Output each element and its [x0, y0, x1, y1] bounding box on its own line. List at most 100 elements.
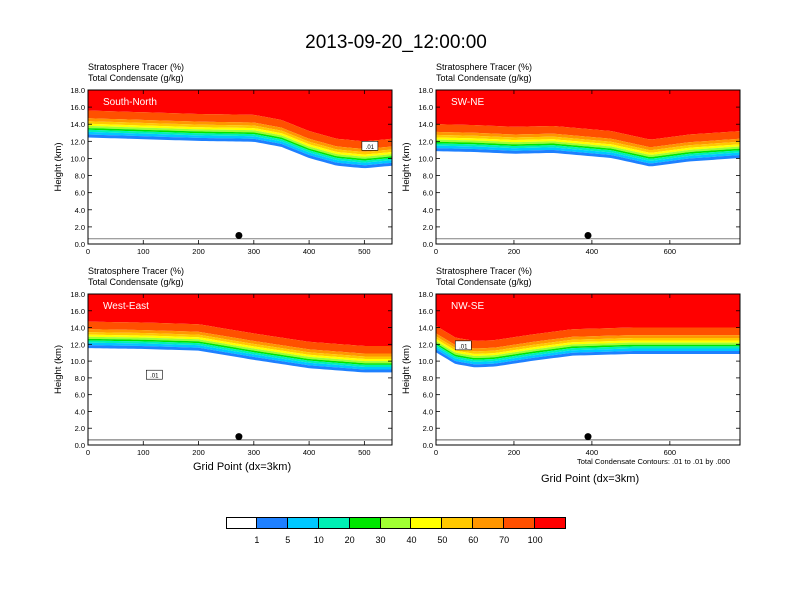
- y-tick-label: 16.0: [418, 307, 433, 316]
- colorbar-label: 10: [313, 535, 324, 545]
- condensate-label: Total Condensate (g/kg): [436, 277, 532, 287]
- contour-label: .01: [459, 344, 468, 350]
- plot-area: [436, 294, 740, 445]
- contour-note: Total Condensate Contours: .01 to .01 by…: [577, 457, 731, 466]
- y-tick-label: 4.0: [423, 407, 433, 416]
- tracer-label: Stratosphere Tracer (%): [88, 266, 185, 276]
- y-tick-label: 8.0: [423, 172, 433, 181]
- y-tick-label: 0.0: [75, 441, 85, 450]
- tracer-band-50: [88, 332, 392, 360]
- x-tick-label: 0: [434, 247, 438, 256]
- y-tick-label: 6.0: [423, 391, 433, 400]
- y-tick-label: 12.0: [418, 340, 433, 349]
- tracer-band-5: [88, 131, 392, 166]
- colorbar-frame: [226, 517, 566, 529]
- x-tick-label: 400: [586, 247, 599, 256]
- tracer-band-40: [436, 137, 740, 155]
- tracer-band-100: [436, 90, 740, 140]
- y-tick-label: 0.0: [75, 240, 85, 249]
- location-marker: [235, 231, 243, 239]
- contour-label: .01: [366, 145, 375, 151]
- y-tick-label: 10.0: [70, 357, 85, 366]
- tracer-band-10: [436, 344, 740, 362]
- location-marker: [235, 433, 243, 441]
- y-tick-label: 6.0: [75, 189, 85, 198]
- y-tick-label: 2.0: [75, 223, 85, 232]
- main-title: 2013-09-20_12:00:00: [305, 32, 487, 53]
- y-tick-label: 10.0: [418, 154, 433, 163]
- contour-label-box: [361, 141, 379, 151]
- location-marker: [584, 433, 592, 441]
- tracer-band-100: [88, 90, 392, 142]
- panel-plot-west-east: 0.0 2.0 4.0 6.0 8.0 10.0 12.0 14.0 16.0 18.0 Heigh…: [53, 290, 393, 457]
- x-tick-label: 200: [192, 448, 205, 457]
- x-tick-label: 500: [358, 448, 371, 457]
- colorbar-segment: [256, 517, 288, 529]
- x-tick-label: 500: [358, 247, 371, 256]
- y-tick-label: 0.0: [423, 240, 433, 249]
- contour-label: .01: [150, 374, 159, 380]
- x-tick-label: 400: [303, 448, 316, 457]
- tracer-label: Stratosphere Tracer (%): [436, 266, 533, 276]
- y-axis-label: Height (km): [53, 142, 64, 191]
- panel-name: South-North: [103, 97, 157, 108]
- condensate-label: Total Condensate (g/kg): [88, 73, 184, 83]
- y-tick-label: 18.0: [418, 86, 433, 95]
- panel-plot-sw-ne: 0.0 2.0 4.0 6.0 8.0 10.0 12.0 14.0 16.0 18.0 Heigh…: [401, 86, 741, 256]
- x-tick-label: 600: [664, 448, 677, 457]
- y-tick-label: 8.0: [423, 374, 433, 383]
- x-tick-label: 100: [137, 247, 150, 256]
- y-tick-label: 0.0: [423, 441, 433, 450]
- y-tick-label: 4.0: [423, 206, 433, 215]
- colorbar-segment: [473, 517, 505, 529]
- y-tick-label: 4.0: [75, 206, 85, 215]
- condensate-label: Total Condensate (g/kg): [88, 277, 184, 287]
- x-axis-label: Grid Point (dx=3km): [541, 473, 640, 485]
- x-tick-label: 300: [248, 448, 261, 457]
- y-tick-label: 12.0: [70, 340, 85, 349]
- tracer-band-30: [436, 340, 740, 359]
- plot-area: [88, 90, 392, 244]
- panel-plot-south-north: 0.0 2.0 4.0 6.0 8.0 10.0 12.0 14.0 16.0 18.0 Heigh…: [53, 86, 393, 256]
- x-tick-label: 100: [137, 448, 150, 457]
- tracer-band-10: [436, 143, 740, 161]
- plot-frame: [87, 293, 393, 446]
- contour-label-box: [454, 340, 472, 351]
- y-axis-label: Height (km): [53, 345, 64, 394]
- colorbar-label: 20: [344, 535, 355, 545]
- tracer-band-1: [436, 349, 740, 368]
- x-tick-label: 200: [508, 247, 521, 256]
- panel-name: SW-NE: [451, 97, 484, 108]
- colorbar-segment: [226, 517, 257, 529]
- colorbar-label: 1: [254, 535, 260, 545]
- panel-name: NW-SE: [451, 301, 484, 312]
- tracer-band-60: [88, 118, 392, 152]
- colorbar-segment: [411, 517, 443, 529]
- colorbar-segment: [349, 517, 381, 529]
- plot-frame: [435, 89, 741, 245]
- y-axis-label: Height (km): [401, 142, 412, 191]
- plot-area: [88, 294, 392, 445]
- y-tick-label: 6.0: [423, 189, 433, 198]
- x-tick-label: 200: [192, 247, 205, 256]
- x-tick-label: 400: [586, 448, 599, 457]
- y-tick-label: 4.0: [75, 407, 85, 416]
- tracer-band-50: [436, 134, 740, 153]
- x-tick-label: 0: [434, 448, 438, 457]
- colorbar-label: 100: [527, 535, 543, 545]
- tracer-band-60: [88, 329, 392, 357]
- y-tick-label: 2.0: [423, 223, 433, 232]
- y-tick-label: 16.0: [70, 103, 85, 112]
- y-tick-label: 10.0: [70, 154, 85, 163]
- y-tick-label: 2.0: [423, 424, 433, 433]
- tracer-band-1: [88, 345, 392, 373]
- tracer-band-30: [436, 139, 740, 157]
- y-tick-label: 10.0: [418, 357, 433, 366]
- colorbar-label: 60: [468, 535, 479, 545]
- colorbar-segment: [287, 517, 319, 529]
- colorbar-label: 50: [437, 535, 448, 545]
- tracer-band-100: [88, 294, 392, 347]
- tracer-band-50: [88, 121, 392, 155]
- y-tick-label: 8.0: [75, 172, 85, 181]
- colorbar-segment: [380, 517, 412, 529]
